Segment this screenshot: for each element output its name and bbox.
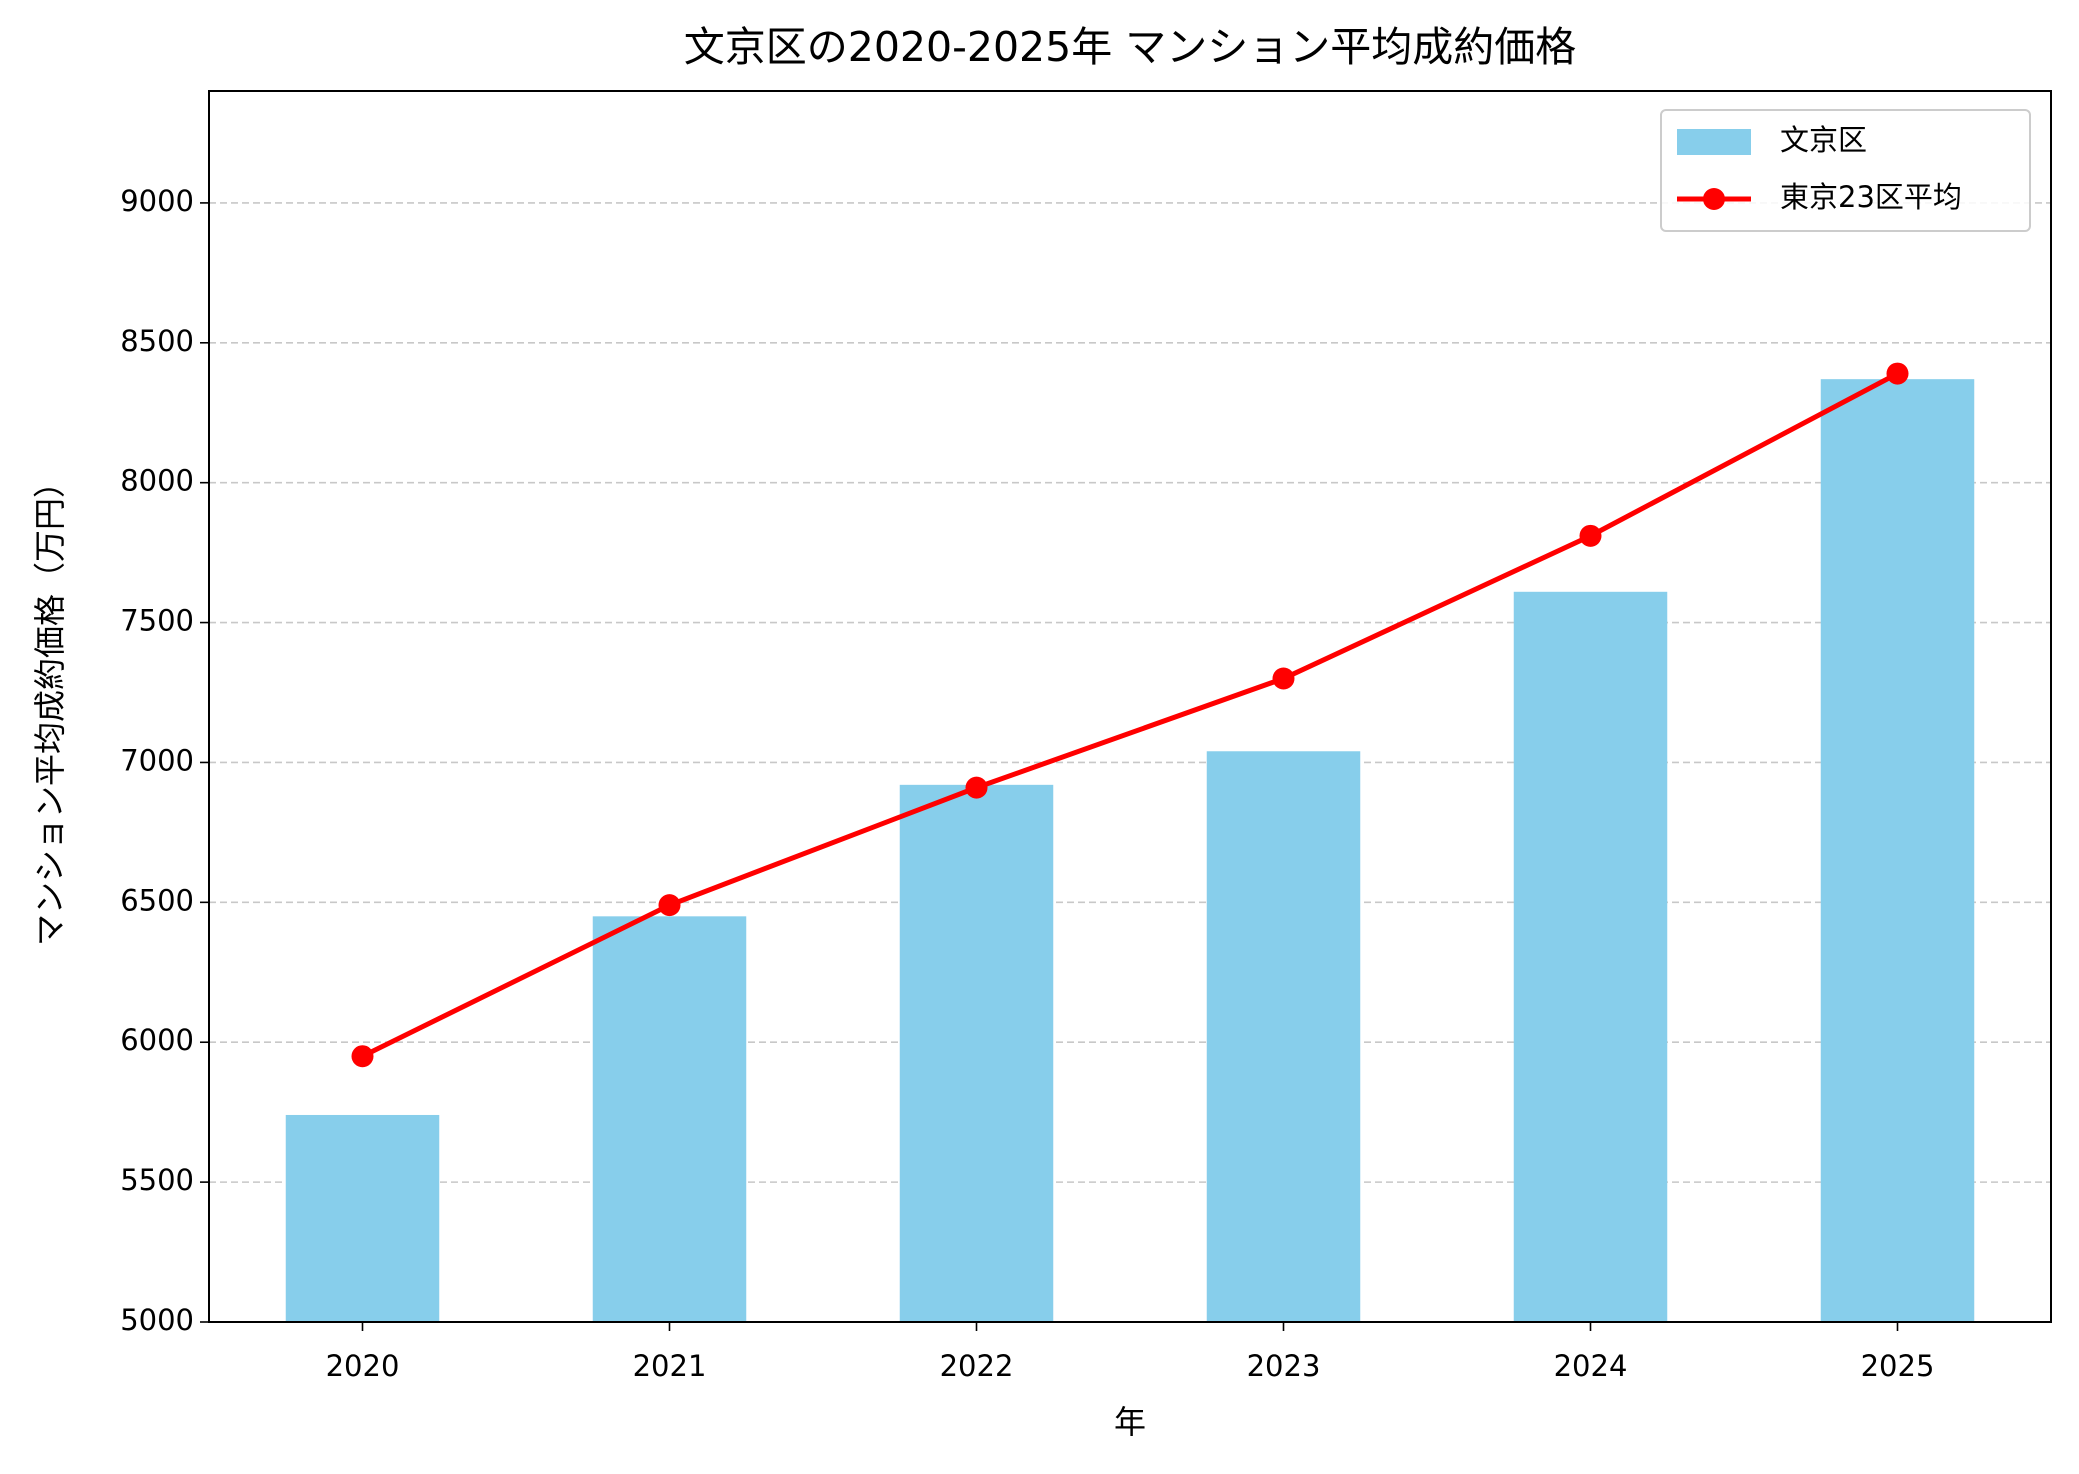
- legend-label: 文京区: [1780, 123, 1867, 157]
- chart-title: 文京区の2020-2025年 マンション平均成約価格: [684, 23, 1577, 71]
- x-tick-label: 2021: [633, 1349, 707, 1383]
- y-tick-label: 8000: [120, 464, 194, 498]
- y-tick-label: 7500: [120, 604, 194, 638]
- y-tick-label: 9000: [120, 184, 194, 218]
- y-axis-label: マンション平均成約価格（万円）: [31, 466, 69, 946]
- legend-label: 東京23区平均: [1780, 180, 1962, 214]
- x-tick-label: 2020: [326, 1349, 400, 1383]
- bar: [1206, 751, 1361, 1322]
- bar: [592, 916, 747, 1322]
- legend-marker: [1703, 188, 1725, 210]
- bar: [1513, 591, 1668, 1322]
- line-marker: [1579, 524, 1602, 547]
- y-tick-label: 6000: [120, 1023, 194, 1057]
- plot-frame: [208, 90, 2052, 1323]
- line-marker: [965, 776, 988, 799]
- y-tick-label: 6500: [120, 883, 194, 917]
- x-tick-label: 2024: [1554, 1349, 1628, 1383]
- line: [361, 371, 1899, 1059]
- y-tick-label: 5500: [120, 1163, 194, 1197]
- x-axis-label: 年: [1114, 1403, 1146, 1441]
- y-tick-label: 7000: [120, 743, 194, 777]
- bar: [285, 1114, 440, 1322]
- line-marker: [658, 894, 681, 917]
- bar: [899, 784, 1054, 1322]
- x-tick-label: 2023: [1247, 1349, 1321, 1383]
- x-tick-label: 2025: [1861, 1349, 1935, 1383]
- legend-box: [1660, 109, 2031, 232]
- line-marker: [1886, 362, 1909, 385]
- x-tick-label: 2022: [940, 1349, 1014, 1383]
- y-tick-label: 8500: [120, 324, 194, 358]
- legend-swatch: [1677, 129, 1751, 155]
- line-marker: [351, 1045, 374, 1068]
- y-tick-label: 5000: [120, 1303, 194, 1337]
- line-marker: [1272, 667, 1295, 690]
- bar: [1820, 379, 1975, 1323]
